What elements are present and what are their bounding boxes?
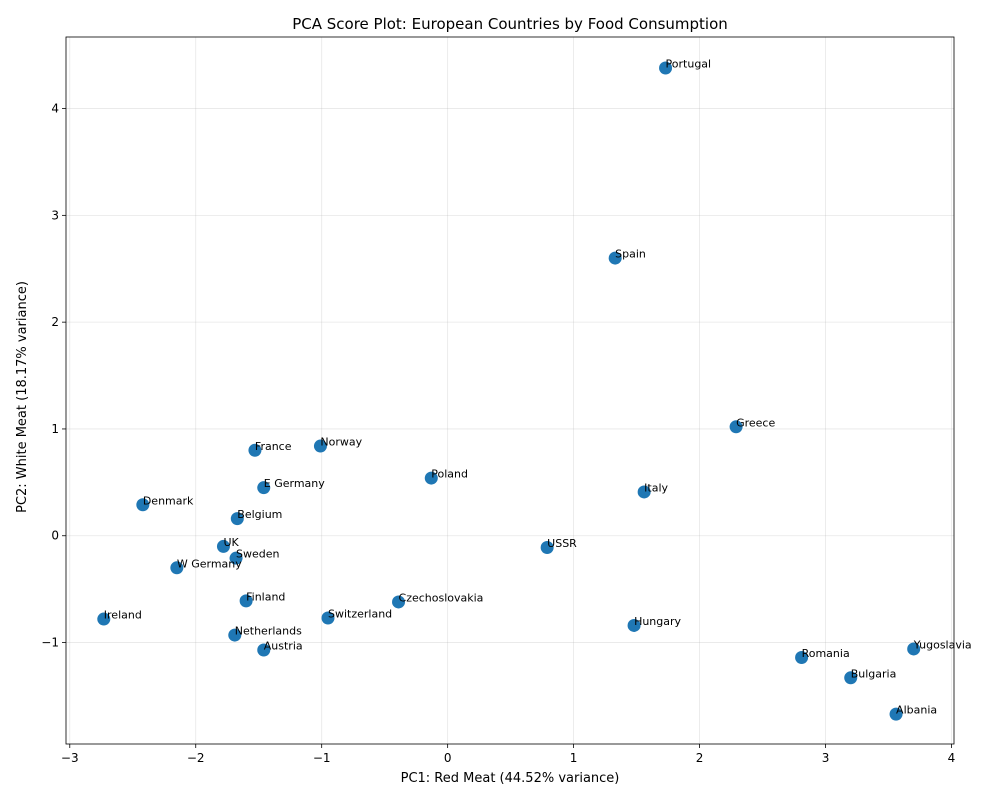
point-label: Poland xyxy=(431,468,468,481)
axes: −3 −2 −1 0 1 2 3 4 −1 0 1 2 3 4 xyxy=(41,36,956,765)
y-tick-label: −1 xyxy=(41,636,59,650)
data-point xyxy=(907,642,921,656)
point-label: USSR xyxy=(547,537,577,550)
point-label: Albania xyxy=(896,704,937,717)
data-point xyxy=(637,485,651,499)
plot-frame xyxy=(65,36,955,745)
x-tick-label: 2 xyxy=(696,751,704,765)
data-point xyxy=(608,251,622,265)
data-point xyxy=(321,611,335,625)
data-point xyxy=(248,443,262,457)
data-point xyxy=(239,594,253,608)
data-point xyxy=(729,420,743,434)
data-point xyxy=(795,650,809,664)
data-point xyxy=(216,539,230,553)
y-tick-label: 0 xyxy=(51,529,59,543)
grid-lines xyxy=(66,37,954,744)
point-label: Bulgaria xyxy=(851,667,897,680)
point-label: France xyxy=(255,440,292,453)
x-tick-label: −3 xyxy=(61,751,79,765)
data-point xyxy=(228,628,242,642)
x-axis-label: PC1: Red Meat (44.52% variance) xyxy=(401,771,620,786)
point-label: E Germany xyxy=(264,477,325,490)
data-point xyxy=(844,671,858,685)
data-point xyxy=(230,512,244,526)
chart-title: PCA Score Plot: European Countries by Fo… xyxy=(292,15,728,33)
data-point xyxy=(392,595,406,609)
point-label: Sweden xyxy=(236,548,279,561)
point-label: Ireland xyxy=(104,609,142,622)
point-label: Czechoslovakia xyxy=(399,591,484,604)
data-point xyxy=(136,498,150,512)
point-label: Austria xyxy=(264,640,303,653)
point-label: Hungary xyxy=(634,615,681,628)
data-point xyxy=(97,612,111,626)
data-point xyxy=(659,61,673,75)
data-points xyxy=(97,61,921,721)
point-label: Romania xyxy=(802,647,850,660)
data-point xyxy=(257,481,271,495)
point-labels: Albania Austria Belgium Bulgaria Czechoslova… xyxy=(104,57,972,716)
point-label: Finland xyxy=(246,590,285,603)
point-label: Norway xyxy=(320,436,362,449)
point-label: Portugal xyxy=(666,57,712,70)
point-label: Netherlands xyxy=(235,625,302,638)
data-point xyxy=(889,707,903,721)
x-tick-label: 1 xyxy=(570,751,578,765)
point-label: Denmark xyxy=(143,494,194,507)
y-tick-label: 4 xyxy=(51,102,59,116)
data-point xyxy=(627,618,641,632)
data-point xyxy=(170,561,184,575)
point-label: Greece xyxy=(736,416,775,429)
x-tick-label: 0 xyxy=(444,751,452,765)
x-tick-label: 4 xyxy=(948,751,956,765)
point-label: Spain xyxy=(615,248,646,261)
y-axis-label: PC2: White Meat (18.17% variance) xyxy=(15,281,30,513)
x-tick-label: −1 xyxy=(313,751,331,765)
y-tick-label: 2 xyxy=(51,315,59,329)
point-label: W Germany xyxy=(177,557,242,570)
point-label: UK xyxy=(223,536,239,549)
data-point xyxy=(424,471,438,485)
point-label: Yugoslavia xyxy=(913,638,972,651)
data-point xyxy=(313,439,327,453)
data-point xyxy=(257,643,271,657)
point-label: Switzerland xyxy=(328,607,392,620)
y-tick-label: 1 xyxy=(51,422,59,436)
point-label: Belgium xyxy=(237,508,282,521)
data-point xyxy=(540,540,554,554)
point-label: Italy xyxy=(644,481,668,494)
x-tick-label: −2 xyxy=(187,751,205,765)
y-tick-label: 3 xyxy=(51,208,59,222)
data-point xyxy=(229,551,243,565)
x-tick-label: 3 xyxy=(822,751,830,765)
